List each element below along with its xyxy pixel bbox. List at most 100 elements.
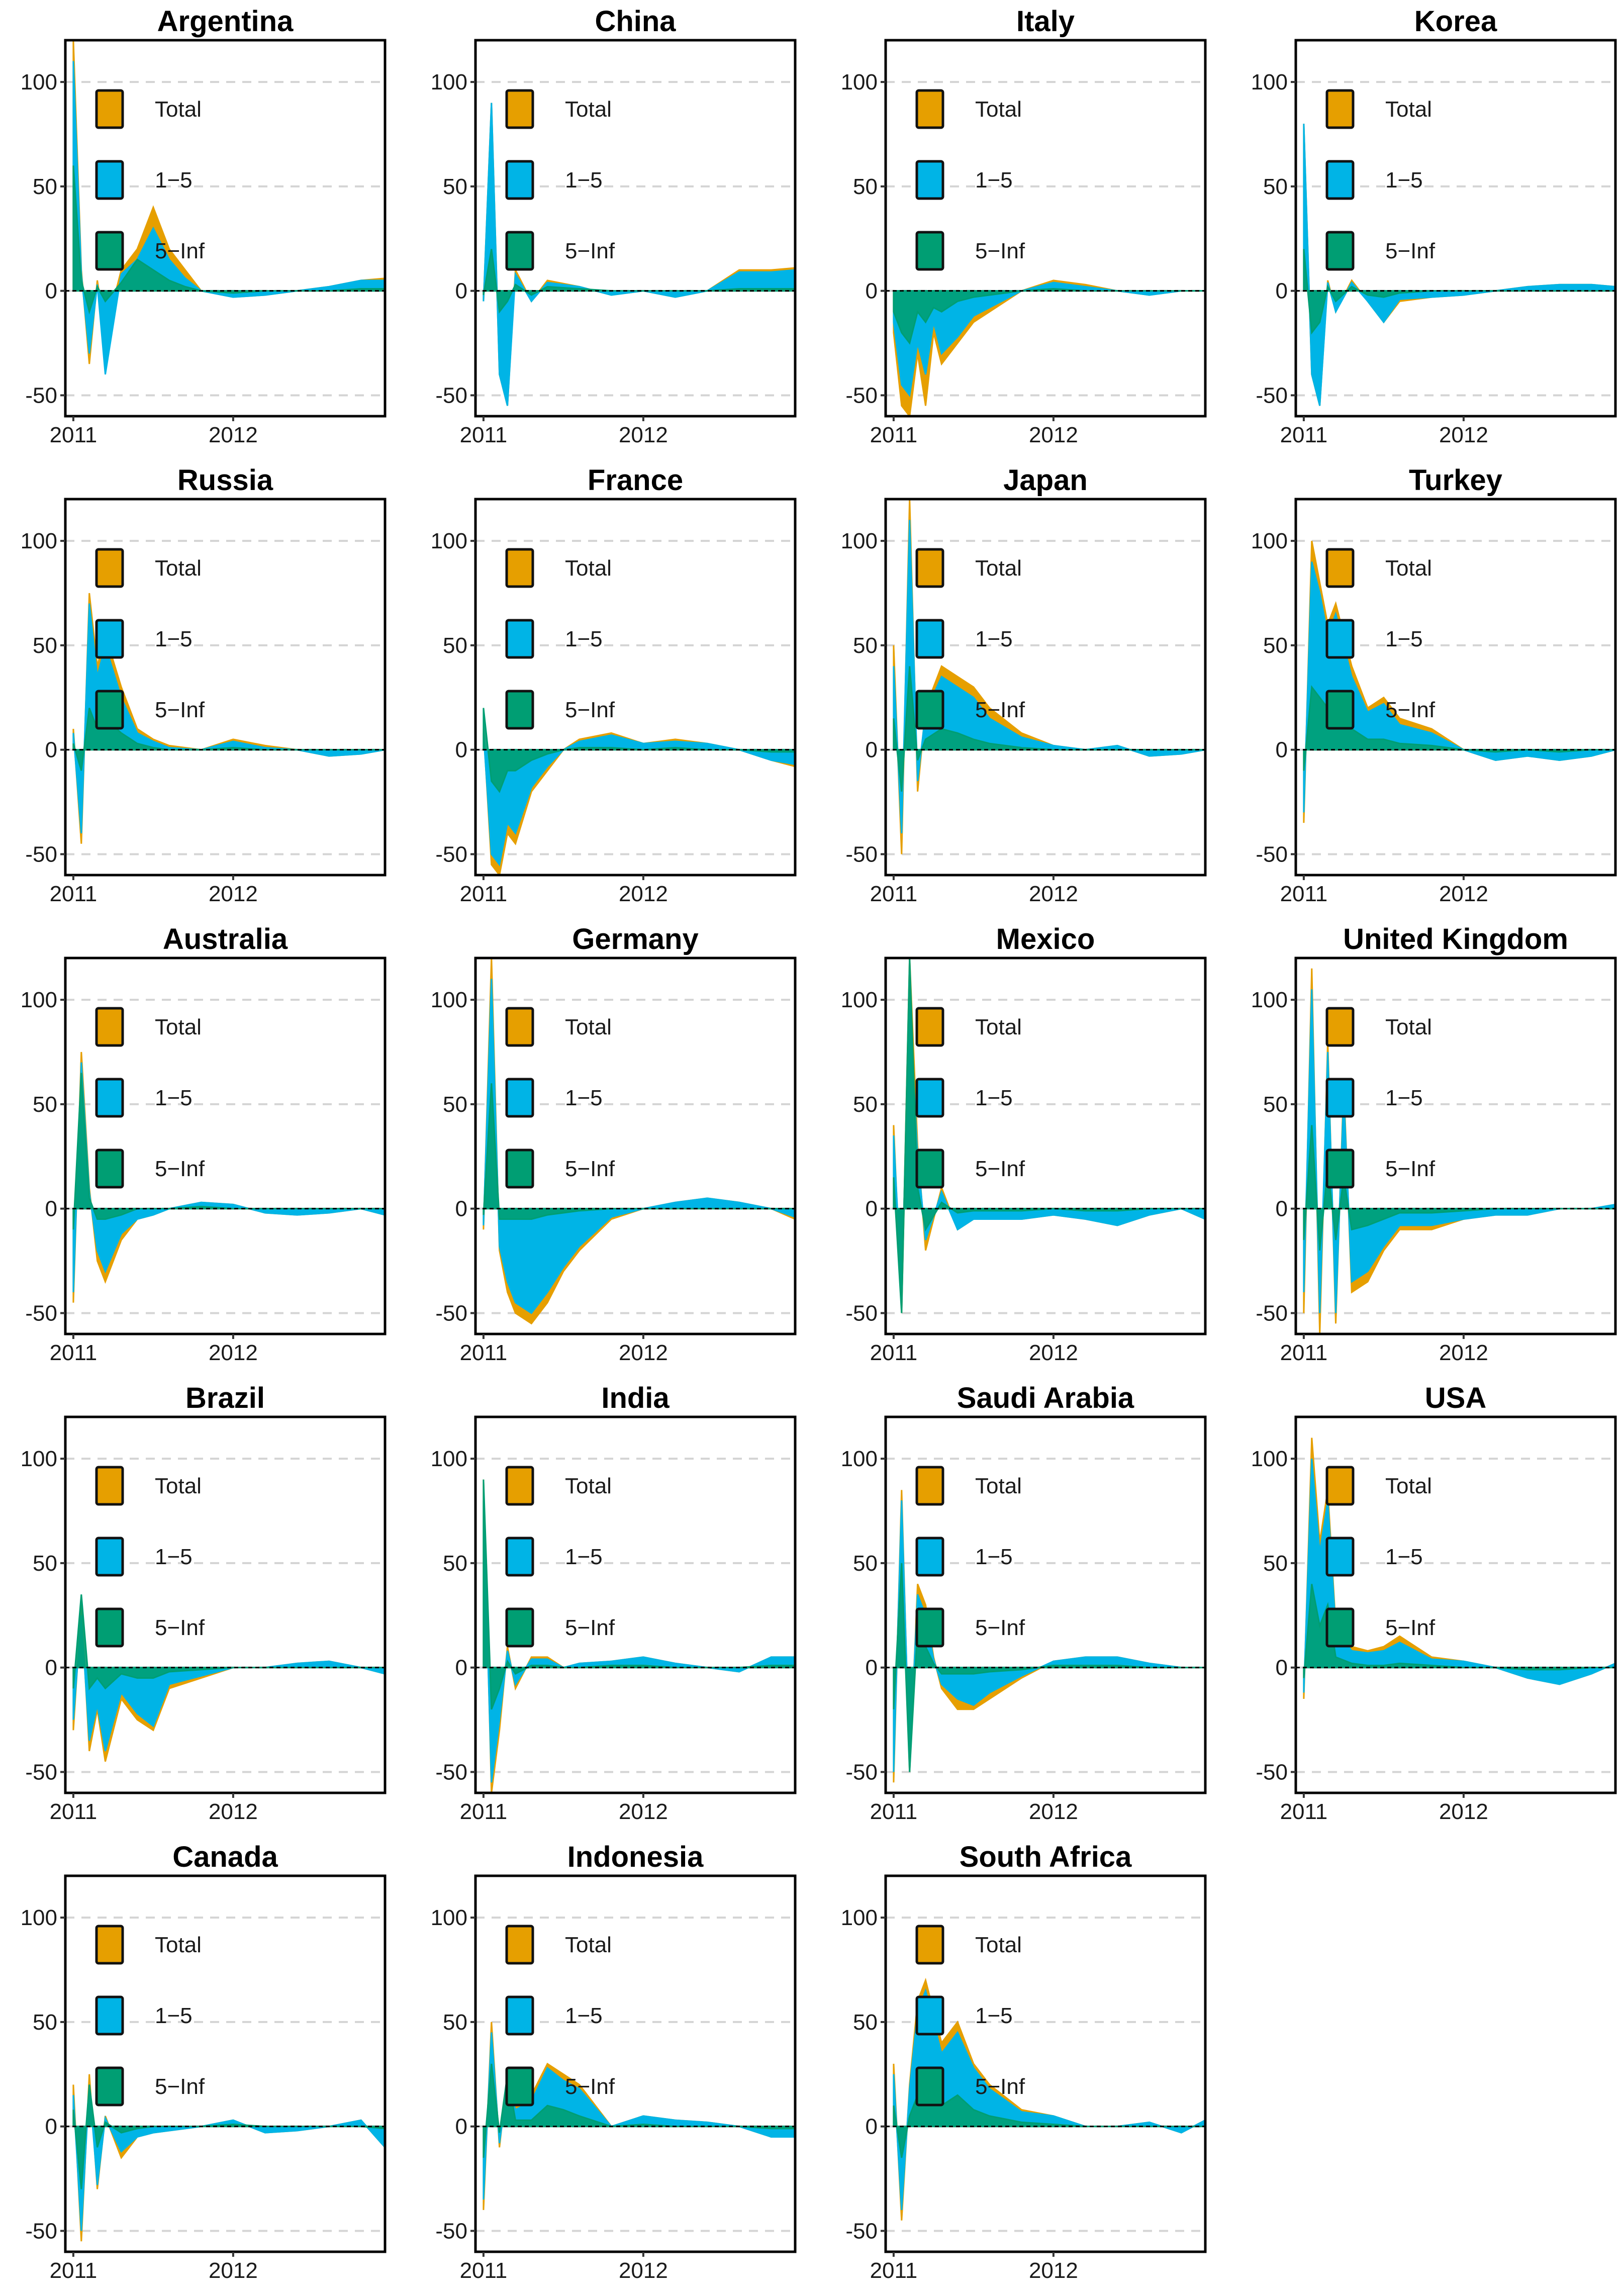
legend-label: 5−Inf (155, 2074, 205, 2099)
legend: Total 1−5 5−Inf (1325, 1007, 1436, 1189)
legend-key-1-5 (505, 1995, 534, 2036)
legend-key-total (1325, 1466, 1355, 1506)
panel-frame (474, 956, 797, 1335)
legend-key-1-5 (505, 1537, 534, 1577)
y-tick-label: 50 (33, 633, 57, 658)
legend-key-1-5 (1325, 1078, 1355, 1118)
legend-label: Total (565, 1015, 612, 1039)
panel-frame (64, 956, 387, 1335)
legend-key-total (505, 1466, 534, 1506)
y-tick-label: 0 (45, 1656, 57, 1680)
legend-label: Total (565, 1933, 612, 1957)
panel-title: South Africa (960, 1841, 1132, 1873)
legend-key-5-inf (505, 231, 534, 271)
y-tick-label: 100 (841, 988, 878, 1012)
y-tick-label: 0 (455, 279, 467, 304)
panel-title: France (588, 464, 683, 497)
y-tick-label: 100 (21, 529, 57, 553)
legend-key-5-inf (915, 1607, 944, 1648)
y-tick-label: 100 (21, 1447, 57, 1471)
legend-key-1-5 (915, 1078, 944, 1118)
panel-title: Turkey (1409, 464, 1502, 497)
legend-label: 1−5 (565, 168, 603, 193)
legend-label: Total (975, 1933, 1022, 1957)
panel-title: Japan (1003, 464, 1088, 497)
panel-title: Indonesia (567, 1841, 704, 1873)
x-tick-label: 2012 (209, 1341, 258, 1365)
x-tick-label: 2011 (870, 1341, 918, 1365)
legend-label: Total (155, 1933, 202, 1957)
y-tick-label: 50 (33, 1551, 57, 1576)
legend-label: Total (565, 1474, 612, 1498)
x-tick-label: 2011 (870, 423, 918, 447)
x-tick-label: 2012 (209, 882, 258, 906)
y-tick-label: 0 (45, 738, 57, 762)
series-1-5-area (72, 61, 385, 375)
x-tick-label: 2012 (209, 2258, 258, 2283)
panel-france: France 100 50 0 -50 2011 2012 Total 1−5 5−Inf (431, 464, 797, 906)
panel-frame (64, 1415, 387, 1794)
y-tick-label: -50 (845, 1760, 878, 1784)
legend-key-5-inf (915, 2066, 944, 2107)
y-tick-label: -50 (845, 1301, 878, 1325)
legend: Total 1−5 5−Inf (1325, 89, 1436, 271)
legend: Total 1−5 5−Inf (95, 1466, 205, 1648)
legend-key-1-5 (505, 1078, 534, 1118)
legend-key-1-5 (1325, 1537, 1355, 1577)
legend-label: 5−Inf (155, 1615, 205, 1640)
legend-key-total (95, 89, 124, 129)
legend-label: 1−5 (565, 1086, 603, 1110)
y-tick-label: 100 (1251, 988, 1288, 1012)
legend-label: 5−Inf (155, 1157, 205, 1181)
legend-label: 1−5 (975, 168, 1013, 193)
x-tick-label: 2012 (1439, 1799, 1488, 1824)
legend-key-total (95, 1925, 124, 1965)
series-area-group (1303, 1438, 1615, 1699)
y-tick-label: 50 (853, 174, 878, 199)
legend-label: 1−5 (1385, 627, 1423, 651)
y-tick-label: 50 (1263, 1551, 1288, 1576)
y-tick-label: 0 (866, 279, 878, 304)
y-tick-label: 0 (1276, 738, 1288, 762)
legend-key-total (915, 89, 944, 129)
legend: Total 1−5 5−Inf (915, 1466, 1025, 1648)
x-tick-label: 2012 (1029, 1341, 1078, 1365)
x-tick-label: 2011 (1280, 1799, 1328, 1824)
panel-frame (474, 498, 797, 877)
x-tick-label: 2011 (870, 882, 918, 906)
series-1-5-area (483, 1500, 795, 1783)
legend-key-1-5 (95, 1537, 124, 1577)
legend-label: 1−5 (155, 168, 193, 193)
y-tick-label: 50 (33, 2010, 57, 2035)
panel-united-kingdom: United Kingdom 100 50 0 -50 2011 2012 Total 1−5 5… (1251, 923, 1617, 1365)
x-tick-label: 2012 (1029, 423, 1078, 447)
legend-label: Total (155, 1474, 202, 1498)
series-area-group (893, 279, 1205, 416)
y-tick-label: 0 (45, 1197, 57, 1221)
legend-label: 1−5 (975, 2003, 1013, 2028)
series-1-5-area (483, 733, 795, 867)
legend: Total 1−5 5−Inf (915, 89, 1025, 271)
y-tick-label: -50 (435, 383, 467, 408)
legend: Total 1−5 5−Inf (915, 1007, 1025, 1189)
panel-title: China (595, 5, 676, 38)
legend: Total 1−5 5−Inf (95, 548, 205, 730)
y-tick-label: 0 (45, 2115, 57, 2139)
legend-label: 5−Inf (1385, 239, 1436, 263)
panel-title: Korea (1414, 5, 1497, 38)
legend: Total 1−5 5−Inf (95, 89, 205, 271)
legend: Total 1−5 5−Inf (1325, 548, 1436, 730)
legend-key-5-inf (1325, 1607, 1355, 1648)
y-tick-label: 0 (455, 1656, 467, 1680)
x-tick-label: 2011 (1280, 1341, 1328, 1365)
legend-label: 5−Inf (975, 2074, 1025, 2099)
y-tick-label: -50 (435, 1760, 467, 1784)
legend-key-total (505, 548, 534, 588)
legend-label: 1−5 (1385, 168, 1423, 193)
legend-label: 1−5 (1385, 1545, 1423, 1569)
series-area-group (483, 1479, 795, 1793)
legend-label: Total (155, 1015, 202, 1039)
legend-label: Total (155, 556, 202, 581)
series-5-inf-area (483, 708, 795, 793)
